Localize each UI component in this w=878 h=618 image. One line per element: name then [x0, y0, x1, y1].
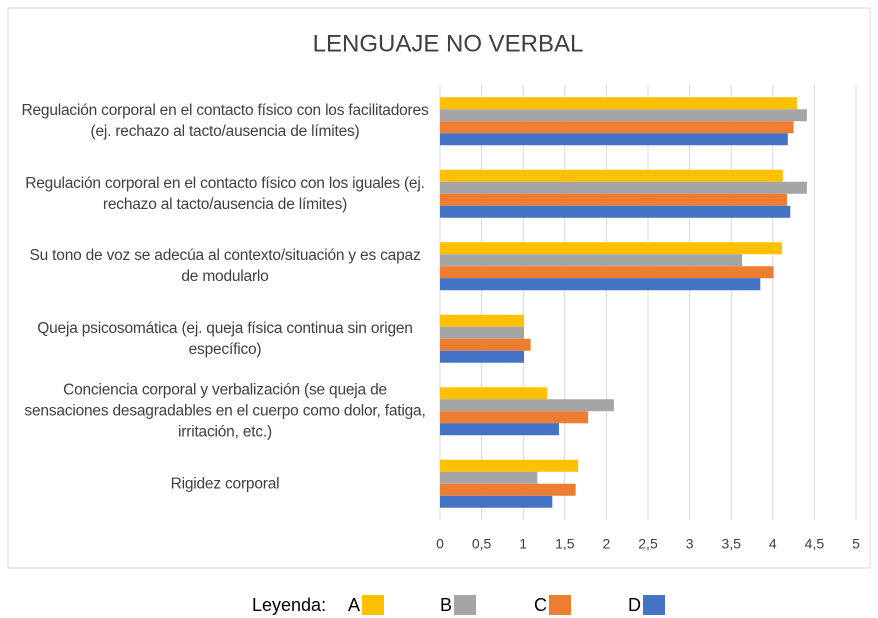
category-label: Rigidez corporal — [170, 475, 280, 493]
chart-title: LENGUAJE NO VERBAL — [313, 30, 584, 57]
bar — [440, 254, 743, 267]
legend-swatch — [454, 595, 477, 615]
x-tick-label: 5 — [852, 536, 860, 552]
legend-label: A — [348, 595, 360, 615]
x-tick-label: 2,5 — [638, 536, 658, 552]
bar — [440, 133, 788, 146]
legend-swatch — [549, 595, 571, 615]
bar — [440, 314, 525, 327]
category-label: Conciencia corporal y verbalización (se … — [24, 381, 426, 441]
bar — [440, 266, 774, 279]
legend-swatch — [362, 595, 385, 615]
category-label: Su tono de voz se adecúa al contexto/sit… — [29, 247, 421, 286]
bar — [440, 326, 525, 339]
x-tick-label: 4,5 — [805, 536, 825, 552]
category-label: Regulación corporal en el contacto físic… — [25, 174, 425, 213]
legend-label: C — [534, 595, 547, 615]
bar — [440, 338, 531, 351]
bar — [440, 387, 548, 400]
category-label: Regulación corporal en el contacto físic… — [21, 102, 429, 141]
x-tick-label: 1,5 — [555, 536, 575, 552]
bar — [440, 181, 807, 194]
legend-label: B — [440, 595, 452, 615]
legend-label: D — [628, 595, 641, 615]
x-tick-label: 1 — [519, 536, 527, 552]
x-tick-label: 3 — [686, 536, 694, 552]
bar — [440, 97, 797, 110]
bar — [440, 205, 791, 218]
bar — [440, 471, 538, 484]
bar — [440, 483, 576, 496]
x-tick-label: 0 — [436, 536, 444, 552]
legend-swatch — [643, 595, 665, 615]
category-label: Queja psicosomática (ej. queja física co… — [37, 319, 413, 358]
bar — [440, 459, 579, 472]
bar — [440, 242, 782, 255]
bar — [440, 193, 787, 206]
bar — [440, 399, 614, 412]
bar — [440, 169, 783, 182]
bar — [440, 121, 794, 134]
x-tick-label: 2 — [603, 536, 611, 552]
bar — [440, 495, 553, 508]
x-tick-label: 0,5 — [472, 536, 492, 552]
legend-title: Leyenda: — [252, 595, 326, 615]
bar — [440, 278, 761, 291]
bar — [440, 350, 525, 363]
x-tick-label: 3,5 — [721, 536, 741, 552]
bar — [440, 423, 559, 436]
bar — [440, 109, 807, 122]
x-tick-label: 4 — [769, 536, 777, 552]
bar — [440, 411, 589, 424]
